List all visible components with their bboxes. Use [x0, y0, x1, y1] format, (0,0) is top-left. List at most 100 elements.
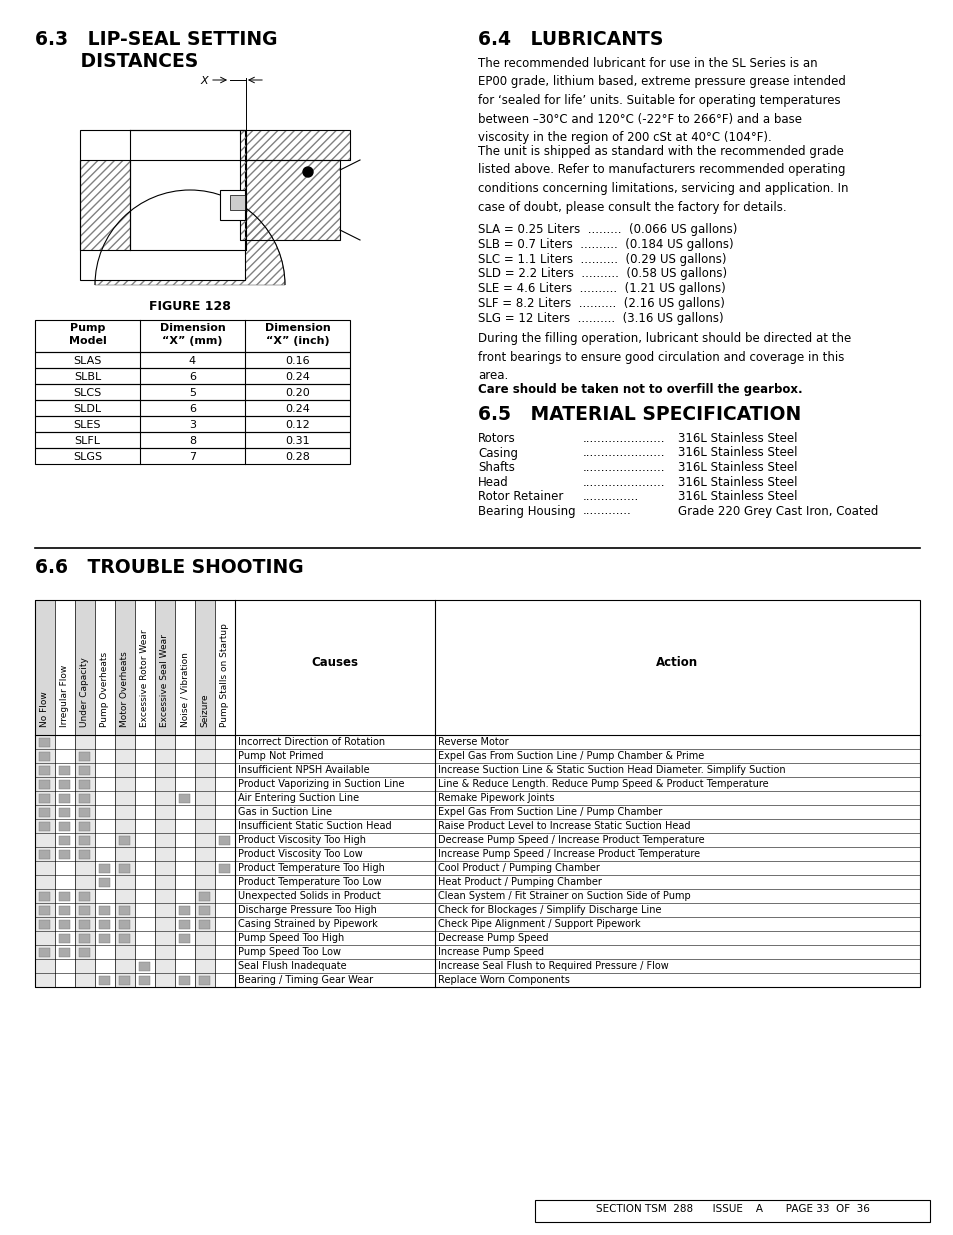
Bar [80, 161, 130, 249]
Bar [99, 976, 111, 984]
Bar [79, 850, 91, 858]
Bar [59, 920, 71, 929]
Bar [59, 947, 71, 956]
Bar [35, 432, 350, 448]
Bar [75, 735, 95, 748]
Text: Product Temperature Too Low: Product Temperature Too Low [237, 877, 381, 887]
Text: SLDL: SLDL [73, 404, 101, 414]
Text: ......................: ...................... [582, 432, 665, 445]
Bar [35, 889, 55, 903]
Bar [79, 779, 91, 788]
Text: Expel Gas From Suction Line / Pump Chamber: Expel Gas From Suction Line / Pump Chamb… [437, 806, 661, 818]
Text: ......................: ...................... [582, 461, 665, 474]
Bar [35, 861, 55, 876]
Bar [35, 400, 350, 416]
Text: 0.31: 0.31 [285, 436, 310, 446]
Text: Cool Product / Pumping Chamber: Cool Product / Pumping Chamber [437, 863, 599, 873]
Bar [115, 763, 135, 777]
Bar [194, 973, 214, 987]
Text: Seizure: Seizure [200, 693, 210, 727]
Bar [39, 766, 51, 774]
Bar [115, 790, 135, 805]
Bar [194, 876, 214, 889]
Text: X: X [200, 77, 208, 86]
Bar [115, 960, 135, 973]
Bar [199, 976, 211, 984]
Bar [79, 836, 91, 845]
Bar [35, 931, 55, 945]
Text: 6.6   TROUBLE SHOOTING: 6.6 TROUBLE SHOOTING [35, 558, 303, 577]
Bar [240, 130, 350, 161]
Bar [99, 920, 111, 929]
Text: SLD = 2.2 Liters  ..........  (0.58 US gallons): SLD = 2.2 Liters .......... (0.58 US gal… [477, 268, 726, 280]
Bar [79, 934, 91, 942]
Text: Irregular Flow: Irregular Flow [60, 664, 70, 727]
Bar [75, 918, 95, 931]
Bar [154, 777, 174, 790]
Text: SLFL: SLFL [74, 436, 100, 446]
Bar [59, 808, 71, 816]
Bar [230, 195, 245, 210]
Bar [154, 945, 174, 960]
Text: Bearing Housing: Bearing Housing [477, 505, 575, 517]
Text: 6.5   MATERIAL SPECIFICATION: 6.5 MATERIAL SPECIFICATION [477, 405, 801, 424]
Text: SLF = 8.2 Liters  ..........  (2.16 US gallons): SLF = 8.2 Liters .......... (2.16 US gal… [477, 296, 724, 310]
Bar [35, 600, 55, 735]
Bar [115, 903, 135, 918]
Bar [79, 821, 91, 830]
Text: Casing: Casing [477, 447, 517, 459]
Bar [35, 448, 350, 464]
Bar [179, 934, 191, 942]
Bar [240, 161, 339, 240]
Bar [75, 889, 95, 903]
Bar [115, 889, 135, 903]
Bar [79, 808, 91, 816]
Text: Pump Stalls on Startup: Pump Stalls on Startup [220, 624, 230, 727]
Bar [80, 130, 245, 280]
Bar [154, 861, 174, 876]
Bar [115, 735, 135, 748]
Bar [194, 861, 214, 876]
Bar [99, 863, 111, 872]
Text: 0.28: 0.28 [285, 452, 310, 462]
Text: 6: 6 [189, 372, 195, 382]
Bar [59, 905, 71, 914]
Text: SLCS: SLCS [73, 388, 102, 398]
Bar [35, 748, 55, 763]
Text: ...............: ............... [582, 490, 639, 503]
Bar [35, 918, 55, 931]
Bar [154, 847, 174, 861]
Text: Motor Overheats: Motor Overheats [120, 651, 130, 727]
Bar [39, 892, 51, 900]
Text: Line & Reduce Length. Reduce Pump Speed & Product Temperature: Line & Reduce Length. Reduce Pump Speed … [437, 779, 768, 789]
Text: Action: Action [656, 656, 698, 669]
Text: SLBL: SLBL [73, 372, 101, 382]
Text: 0.24: 0.24 [285, 404, 310, 414]
Bar [75, 763, 95, 777]
Bar [194, 918, 214, 931]
Bar [154, 960, 174, 973]
Bar [75, 945, 95, 960]
Text: Discharge Pressure Too High: Discharge Pressure Too High [237, 905, 376, 915]
Bar [115, 861, 135, 876]
Bar [39, 850, 51, 858]
Bar [194, 790, 214, 805]
Bar [154, 819, 174, 832]
Bar [119, 836, 131, 845]
Bar [59, 821, 71, 830]
Text: .............: ............. [582, 505, 631, 517]
Bar [35, 832, 55, 847]
Bar [219, 863, 231, 872]
Text: Incorrect Direction of Rotation: Incorrect Direction of Rotation [237, 737, 385, 747]
Bar [59, 779, 71, 788]
Bar [115, 918, 135, 931]
Bar [35, 763, 55, 777]
Bar [199, 892, 211, 900]
Bar [154, 748, 174, 763]
Text: SLG = 12 Liters  ..........  (3.16 US gallons): SLG = 12 Liters .......... (3.16 US gall… [477, 311, 723, 325]
Bar [35, 790, 55, 805]
Bar [59, 850, 71, 858]
Text: SLE = 4.6 Liters  ..........  (1.21 US gallons): SLE = 4.6 Liters .......... (1.21 US gal… [477, 283, 725, 295]
Text: 316L Stainless Steel: 316L Stainless Steel [678, 461, 797, 474]
Text: SLGS: SLGS [72, 452, 102, 462]
